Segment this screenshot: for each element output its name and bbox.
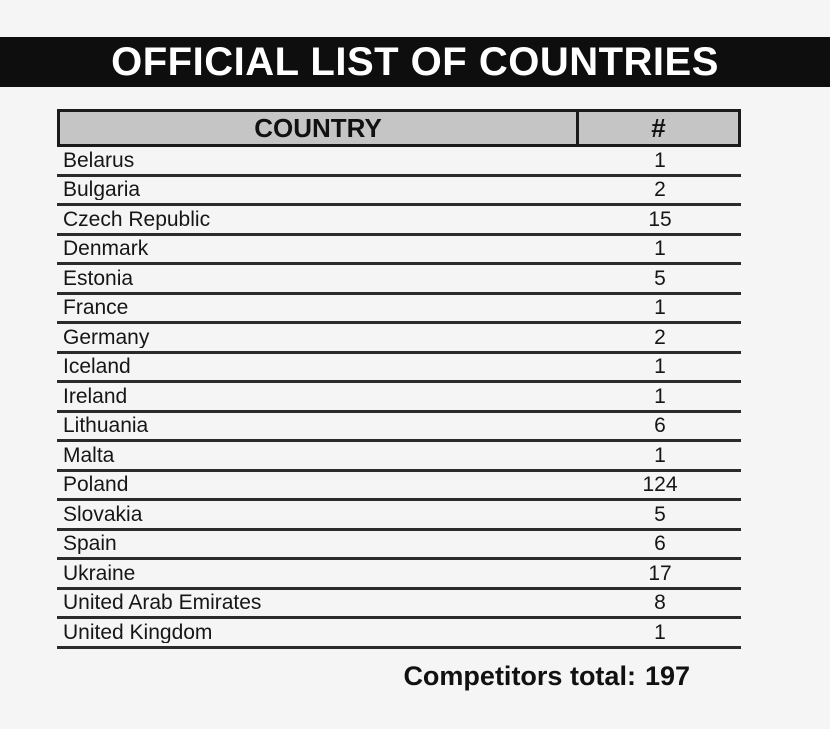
count-cell: 1: [654, 443, 666, 467]
table-row: Bulgaria 2: [57, 177, 741, 206]
count-cell: 5: [654, 266, 666, 290]
table-row: Estonia 5: [57, 265, 741, 295]
count-cell: 1: [654, 355, 666, 379]
table-row: Ukraine 17: [57, 560, 741, 590]
count-cell: 124: [642, 473, 678, 497]
country-cell: Denmark: [63, 238, 149, 260]
table-row: Czech Republic 15: [57, 206, 741, 236]
competitors-total-value: 197: [644, 661, 690, 691]
country-cell: Slovakia: [63, 503, 143, 525]
count-cell: 17: [648, 561, 672, 585]
countries-table: COUNTRY # Belarus 1 Bulgaria 2 Czech Rep…: [57, 109, 741, 649]
country-cell: France: [63, 297, 129, 319]
title-bar: OFFICIAL LIST OF COUNTRIES: [0, 37, 830, 87]
table-row: Malta 1: [57, 442, 741, 472]
table-row: Belarus 1: [57, 147, 741, 177]
table-row: Poland 124: [57, 472, 741, 501]
count-cell: 1: [654, 296, 666, 320]
count-cell: 1: [654, 620, 666, 644]
table-row: Germany 2: [57, 324, 741, 354]
count-cell: 1: [654, 237, 666, 261]
competitors-total-label: Competitors total:: [403, 661, 636, 691]
table-header: COUNTRY #: [57, 109, 741, 147]
table-row: Denmark 1: [57, 236, 741, 265]
table-row: Spain 6: [57, 531, 741, 560]
table-body: Belarus 1 Bulgaria 2 Czech Republic 15 D…: [57, 147, 741, 649]
country-cell: Ukraine: [63, 562, 136, 584]
count-cell: 5: [654, 502, 666, 526]
table-row: Ireland 1: [57, 383, 741, 413]
country-cell: Czech Republic: [63, 208, 211, 230]
table-row: United Kingdom 1: [57, 619, 741, 649]
country-cell: Poland: [63, 474, 129, 496]
table-row: Lithuania 6: [57, 413, 741, 442]
country-cell: Iceland: [63, 356, 131, 378]
count-cell: 1: [654, 148, 666, 172]
table-row: United Arab Emirates 8: [57, 590, 741, 619]
count-cell: 2: [654, 325, 666, 349]
country-cell: Spain: [63, 533, 117, 555]
country-cell: Bulgaria: [63, 179, 141, 201]
column-header-country: COUNTRY: [60, 112, 579, 144]
competitors-total: Competitors total: 197: [0, 661, 690, 692]
country-cell: Germany: [63, 326, 150, 348]
country-cell: Estonia: [63, 267, 134, 289]
page-title: OFFICIAL LIST OF COUNTRIES: [111, 39, 719, 84]
country-cell: Belarus: [63, 149, 135, 171]
country-cell: Ireland: [63, 385, 128, 407]
country-cell: United Arab Emirates: [63, 592, 262, 614]
count-cell: 1: [654, 384, 666, 408]
table-row: Slovakia 5: [57, 501, 741, 531]
count-cell: 8: [654, 591, 666, 615]
table-row: France 1: [57, 295, 741, 324]
country-cell: United Kingdom: [63, 621, 213, 643]
column-header-count: #: [651, 112, 666, 143]
table-row: Iceland 1: [57, 354, 741, 383]
count-cell: 2: [654, 178, 666, 202]
count-cell: 6: [654, 414, 666, 438]
country-cell: Lithuania: [63, 415, 149, 437]
country-cell: Malta: [63, 444, 115, 466]
count-cell: 15: [648, 207, 672, 231]
count-cell: 6: [654, 532, 666, 556]
